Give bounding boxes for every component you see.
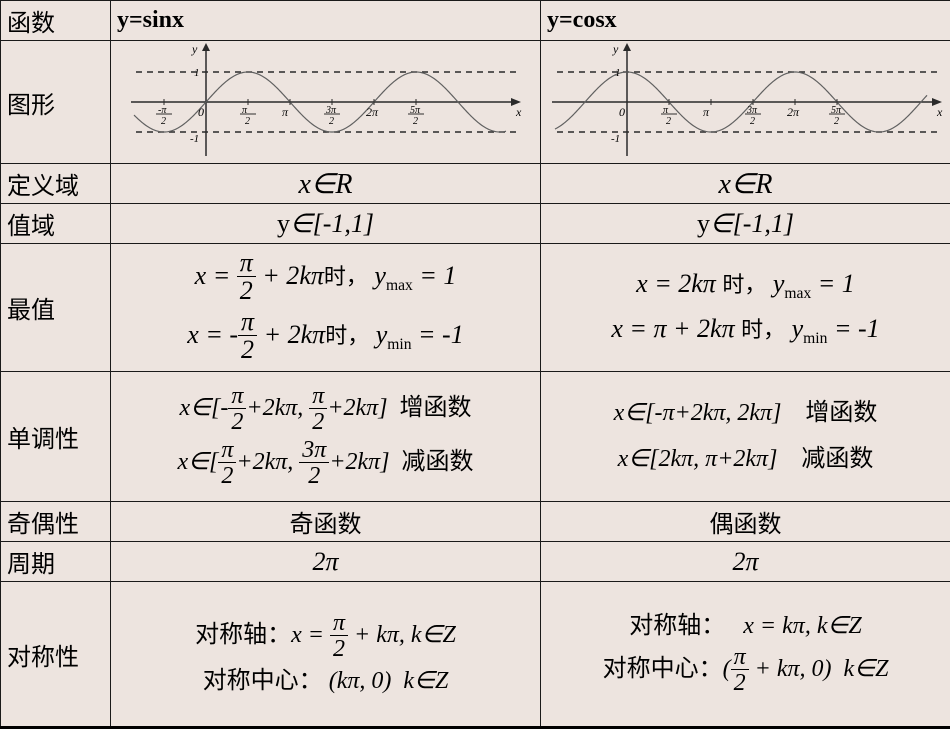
svg-text:2: 2 (161, 116, 166, 127)
th-domain: 定义域 (1, 164, 111, 204)
svg-text:π: π (703, 105, 710, 119)
cell-cos-monotone: x∈[-π+2kπ, 2kπ] 增函数 x∈[2kπ, π+2kπ] 减函数 (541, 372, 950, 502)
cell-cos-symmetry: 对称轴： x = kπ, k∈Z 对称中心：(π2 + kπ, 0) k∈Z (541, 582, 950, 728)
svg-text:y: y (191, 43, 198, 56)
svg-text:2: 2 (750, 116, 755, 127)
cell-sin-period: 2π (111, 542, 541, 582)
svg-text:2: 2 (245, 116, 250, 127)
th-function: 函数 (1, 1, 111, 41)
cell-cos-graph: yx1-1-π0π2π3π22π5π2 (541, 41, 950, 164)
cell-cos-parity: 偶函数 (541, 502, 950, 542)
svg-text:-1: -1 (190, 133, 199, 145)
svg-text:x: x (515, 105, 522, 119)
svg-text:π: π (282, 105, 289, 119)
cell-cos-domain: x∈R (541, 164, 950, 204)
cos-curve-graph: yx1-1-π0π2π3π22π5π2 (547, 43, 947, 161)
svg-text:0: 0 (198, 105, 204, 119)
th-extremum: 最值 (1, 244, 111, 372)
svg-text:x: x (936, 105, 943, 119)
cell-cos-range: y∈[-1,1] (541, 204, 950, 244)
cell-sin-monotone: x∈[-π2+2kπ, π2+2kπ] 增函数 x∈[π2+2kπ, 3π2+2… (111, 372, 541, 502)
svg-text:2π: 2π (787, 105, 800, 119)
svg-text:2: 2 (666, 116, 671, 127)
th-cos: y=cosx (541, 1, 950, 41)
svg-text:2: 2 (329, 116, 334, 127)
svg-text:2: 2 (834, 116, 839, 127)
cell-cos-period: 2π (541, 542, 950, 582)
cell-cos-extremum: x = 2kπ 时， ymax = 1 x = π + 2kπ 时， ymin … (541, 244, 950, 372)
svg-text:1: 1 (615, 67, 621, 79)
cell-sin-extremum: x = π2 + 2kπ时， ymax = 1 x = -π2 + 2kπ时， … (111, 244, 541, 372)
svg-text:y: y (612, 43, 619, 56)
th-symmetry: 对称性 (1, 582, 111, 728)
th-period: 周期 (1, 542, 111, 582)
th-monotone: 单调性 (1, 372, 111, 502)
sin-curve-graph: yx1-1-π20π2π3π22π5π2 (126, 43, 526, 161)
th-parity: 奇偶性 (1, 502, 111, 542)
svg-text:2: 2 (413, 116, 418, 127)
svg-text:0: 0 (619, 105, 625, 119)
cell-sin-graph: yx1-1-π20π2π3π22π5π2 (111, 41, 541, 164)
svg-text:2π: 2π (366, 105, 379, 119)
cell-sin-domain: x∈R (111, 164, 541, 204)
th-graph: 图形 (1, 41, 111, 164)
cell-sin-range: y∈[-1,1] (111, 204, 541, 244)
svg-text:-1: -1 (611, 133, 620, 145)
cell-sin-symmetry: 对称轴：x = π2 + kπ, k∈Z 对称中心： (kπ, 0) k∈Z (111, 582, 541, 728)
th-sin: y=sinx (111, 1, 541, 41)
th-range: 值域 (1, 204, 111, 244)
cell-sin-parity: 奇函数 (111, 502, 541, 542)
svg-text:1: 1 (194, 67, 200, 79)
